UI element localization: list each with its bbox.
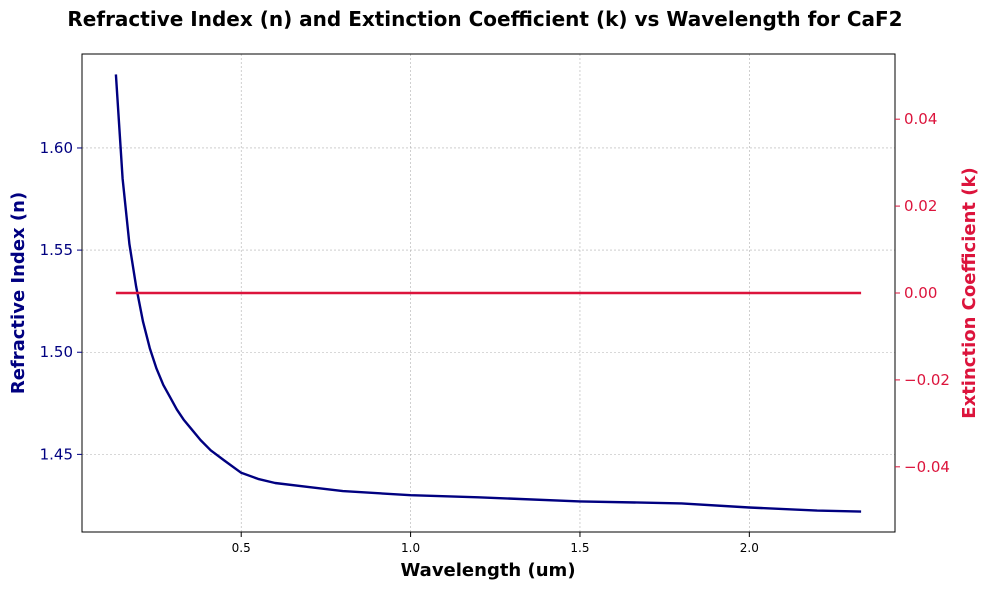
y-right-tick-label: 0.04 — [904, 110, 937, 128]
y-left-tick-label: 1.60 — [40, 139, 73, 157]
y-axis-right-label: Extinction Coefficient (k) — [959, 167, 980, 418]
y-right-tick-label: 0.02 — [904, 197, 937, 215]
x-tick-label: 2.0 — [740, 541, 759, 555]
y-axis-right-ticks: −0.04 −0.02 0.00 0.02 0.04 — [895, 110, 950, 476]
chart-title: Refractive Index (n) and Extinction Coef… — [67, 7, 902, 31]
series-layer — [114, 74, 862, 513]
x-tick-label: 1.5 — [570, 541, 589, 555]
x-axis-ticks: 0.5 1.0 1.5 2.0 — [232, 532, 759, 555]
y-right-tick-label: 0.00 — [904, 284, 937, 302]
y-right-tick-label: −0.02 — [904, 371, 950, 389]
y-left-tick-label: 1.55 — [40, 241, 73, 259]
y-axis-left-ticks: 1.45 1.50 1.55 1.60 — [40, 139, 82, 463]
x-axis-label: Wavelength (um) — [400, 560, 575, 581]
y-left-tick-label: 1.50 — [40, 343, 73, 361]
y-right-tick-label: −0.04 — [904, 458, 950, 476]
y-left-tick-label: 1.45 — [40, 445, 73, 463]
grid — [82, 54, 895, 532]
x-tick-label: 1.0 — [401, 541, 420, 555]
series-line-n — [114, 74, 862, 513]
y-axis-left-label: Refractive Index (n) — [8, 192, 29, 394]
x-tick-label: 0.5 — [232, 541, 251, 555]
